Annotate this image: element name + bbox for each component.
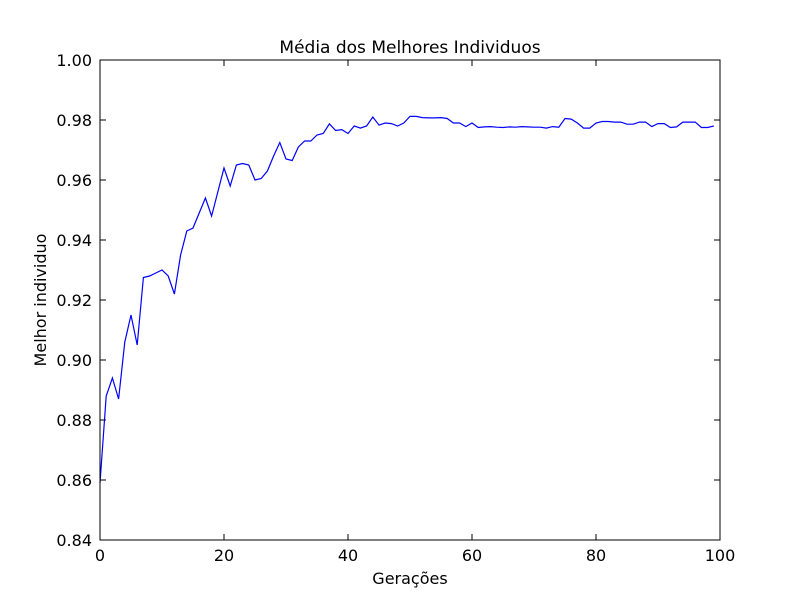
x-tick-label: 0 — [95, 546, 105, 565]
x-tick-label: 100 — [705, 546, 736, 565]
x-tick-label: 80 — [586, 546, 606, 565]
axis-tick-labels: 0 20 40 60 80 100 0.84 0.86 0.88 0.90 0.92 0.94 0.96… — [56, 51, 735, 565]
y-tick-label: 0.90 — [56, 351, 92, 370]
y-tick-label: 0.92 — [56, 291, 92, 310]
y-tick-label: 0.88 — [56, 411, 92, 430]
x-axis-label: Gerações — [372, 569, 447, 588]
plot-area — [100, 60, 720, 540]
y-tick-label: 0.84 — [56, 531, 92, 550]
chart-title: Média dos Melhores Individuos — [279, 38, 540, 58]
series-line — [99, 115, 714, 484]
y-tick-label: 0.94 — [56, 231, 92, 250]
x-tick-label: 40 — [338, 546, 358, 565]
y-tick-label: 0.96 — [56, 171, 92, 190]
x-tick-label: 60 — [462, 546, 482, 565]
plot-frame — [99, 59, 721, 541]
y-tick-label: 0.86 — [56, 471, 92, 490]
y-axis-label: Melhor individuo — [31, 234, 50, 367]
x-tick-label: 20 — [214, 546, 234, 565]
y-tick-label: 1.00 — [56, 51, 92, 70]
y-tick-label: 0.98 — [56, 111, 92, 130]
